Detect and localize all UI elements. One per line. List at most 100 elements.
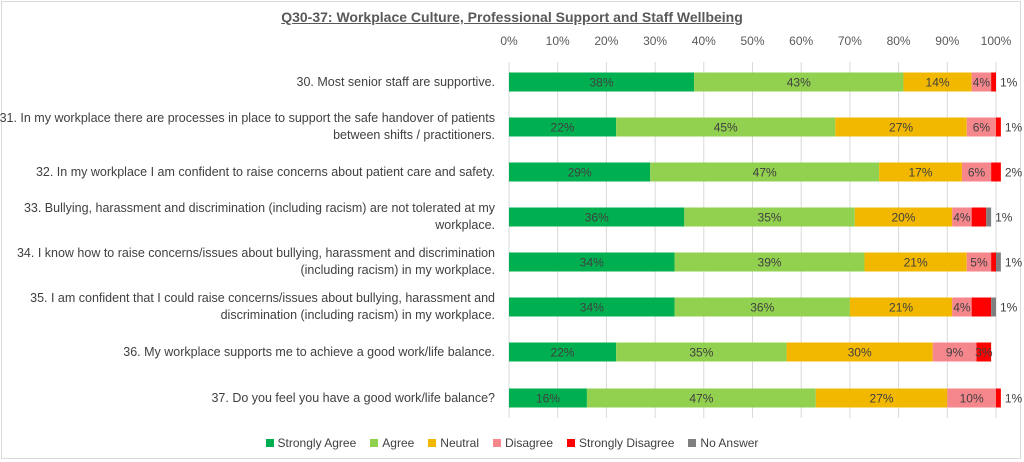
- bar-segment: [971, 207, 987, 227]
- data-label: 47%: [753, 166, 777, 180]
- data-label: 3%: [975, 346, 993, 360]
- legend-item: Neutral: [428, 436, 479, 450]
- data-label: 36%: [585, 211, 609, 225]
- bar-segment: [991, 72, 996, 92]
- bar-segment: [991, 252, 996, 272]
- data-label: 1%: [1000, 76, 1018, 90]
- legend-item: No Answer: [688, 436, 758, 450]
- data-label: 14%: [926, 76, 950, 90]
- data-label: 30%: [848, 346, 872, 360]
- bar-segment: [991, 162, 1001, 182]
- bar-segment: [966, 117, 996, 137]
- bar-segment: [996, 117, 1001, 137]
- bar-segment: [674, 297, 850, 317]
- category-label: 33. Bullying, harassment and discriminat…: [23, 201, 495, 232]
- legend-label: No Answer: [700, 436, 759, 450]
- bar-segment: [952, 207, 972, 227]
- category-label: 35. I am confident that I could raise co…: [30, 291, 495, 322]
- x-tick-label: 0%: [500, 34, 518, 48]
- bar-segment: [947, 388, 996, 408]
- bar-segment: [966, 252, 992, 272]
- data-label: 4%: [953, 301, 971, 315]
- data-label: 22%: [551, 121, 575, 135]
- legend-swatch: [265, 439, 274, 447]
- bar-segment: [509, 342, 617, 362]
- bar-segment: [509, 72, 695, 92]
- bar-segment: [991, 297, 996, 317]
- data-label: 17%: [908, 166, 932, 180]
- data-label: 47%: [689, 392, 713, 406]
- x-tick-label: 40%: [692, 34, 716, 48]
- bar-segment: [971, 72, 992, 92]
- legend-item: Disagree: [492, 436, 553, 450]
- legend-swatch: [567, 439, 576, 447]
- legend-item: Strongly Agree: [265, 436, 357, 450]
- bar-segment: [509, 297, 675, 317]
- category-label: 34. I know how to raise concerns/issues …: [16, 246, 495, 277]
- x-tick-label: 60%: [789, 34, 813, 48]
- x-tick-label: 20%: [594, 34, 618, 48]
- bar-segment: [932, 342, 977, 362]
- bar-segment: [684, 207, 855, 227]
- data-label: 1%: [1005, 121, 1023, 135]
- legend: Strongly Agree Agree Neutral Disagree Strong…: [0, 436, 1024, 450]
- x-tick-label: 50%: [740, 34, 764, 48]
- category-label: 36. My workplace supports me to achieve …: [123, 344, 495, 359]
- data-label: 34%: [580, 301, 604, 315]
- data-label: 38%: [590, 76, 614, 90]
- bar-segment: [854, 207, 953, 227]
- data-label: 6%: [968, 166, 986, 180]
- category-label: 31. In my workplace there are processes …: [0, 111, 495, 142]
- data-label: 1%: [1005, 392, 1023, 406]
- x-tick-label: 10%: [546, 34, 570, 48]
- bar-segment: [509, 388, 587, 408]
- data-label: 1%: [1000, 301, 1018, 315]
- data-label: 34%: [580, 256, 604, 270]
- data-label: 35%: [689, 346, 713, 360]
- data-label: 22%: [551, 346, 575, 360]
- data-label: 6%: [973, 121, 991, 135]
- bar-segment: [952, 297, 972, 317]
- data-label: 9%: [946, 346, 964, 360]
- data-label: 36%: [750, 301, 774, 315]
- bar-segment: [694, 72, 904, 92]
- legend-label: Agree: [382, 436, 415, 450]
- data-label: 4%: [973, 76, 991, 90]
- legend-swatch: [688, 439, 697, 447]
- data-label: 27%: [870, 392, 894, 406]
- bar-segment: [786, 342, 933, 362]
- bar-segment: [674, 252, 865, 272]
- legend-item: Agree: [370, 436, 414, 450]
- data-label: 1%: [1005, 256, 1023, 270]
- data-label: 1%: [995, 211, 1013, 225]
- data-label: 35%: [758, 211, 782, 225]
- bar-segment: [996, 388, 1001, 408]
- x-tick-label: 80%: [887, 34, 911, 48]
- legend-label: Strongly Agree: [277, 436, 357, 450]
- x-tick-label: 30%: [643, 34, 667, 48]
- bar-segment: [976, 342, 992, 362]
- bar-segment: [650, 162, 880, 182]
- x-tick-label: 90%: [935, 34, 959, 48]
- data-label: 45%: [714, 121, 738, 135]
- legend-item: Strongly Disagree: [567, 436, 674, 450]
- bar-segment: [971, 297, 992, 317]
- legend-label: Neutral: [440, 436, 479, 450]
- data-label: 5%: [970, 256, 988, 270]
- bar-segment: [509, 162, 651, 182]
- category-label: 37. Do you feel you have a good work/lif…: [211, 390, 495, 405]
- bar-segment: [996, 252, 1001, 272]
- data-label: 20%: [891, 211, 915, 225]
- bar-segment: [586, 388, 816, 408]
- category-label: 30. Most senior staff are supportive.: [296, 74, 495, 89]
- bar-segment: [961, 162, 992, 182]
- chart-title: Q30-37: Workplace Culture, Professional …: [281, 9, 743, 25]
- legend-swatch: [492, 439, 501, 447]
- data-label: 4%: [953, 211, 971, 225]
- bar-segment: [849, 297, 953, 317]
- x-tick-label: 100%: [981, 34, 1012, 48]
- bar-segment: [509, 117, 617, 137]
- legend-label: Strongly Disagree: [579, 436, 675, 450]
